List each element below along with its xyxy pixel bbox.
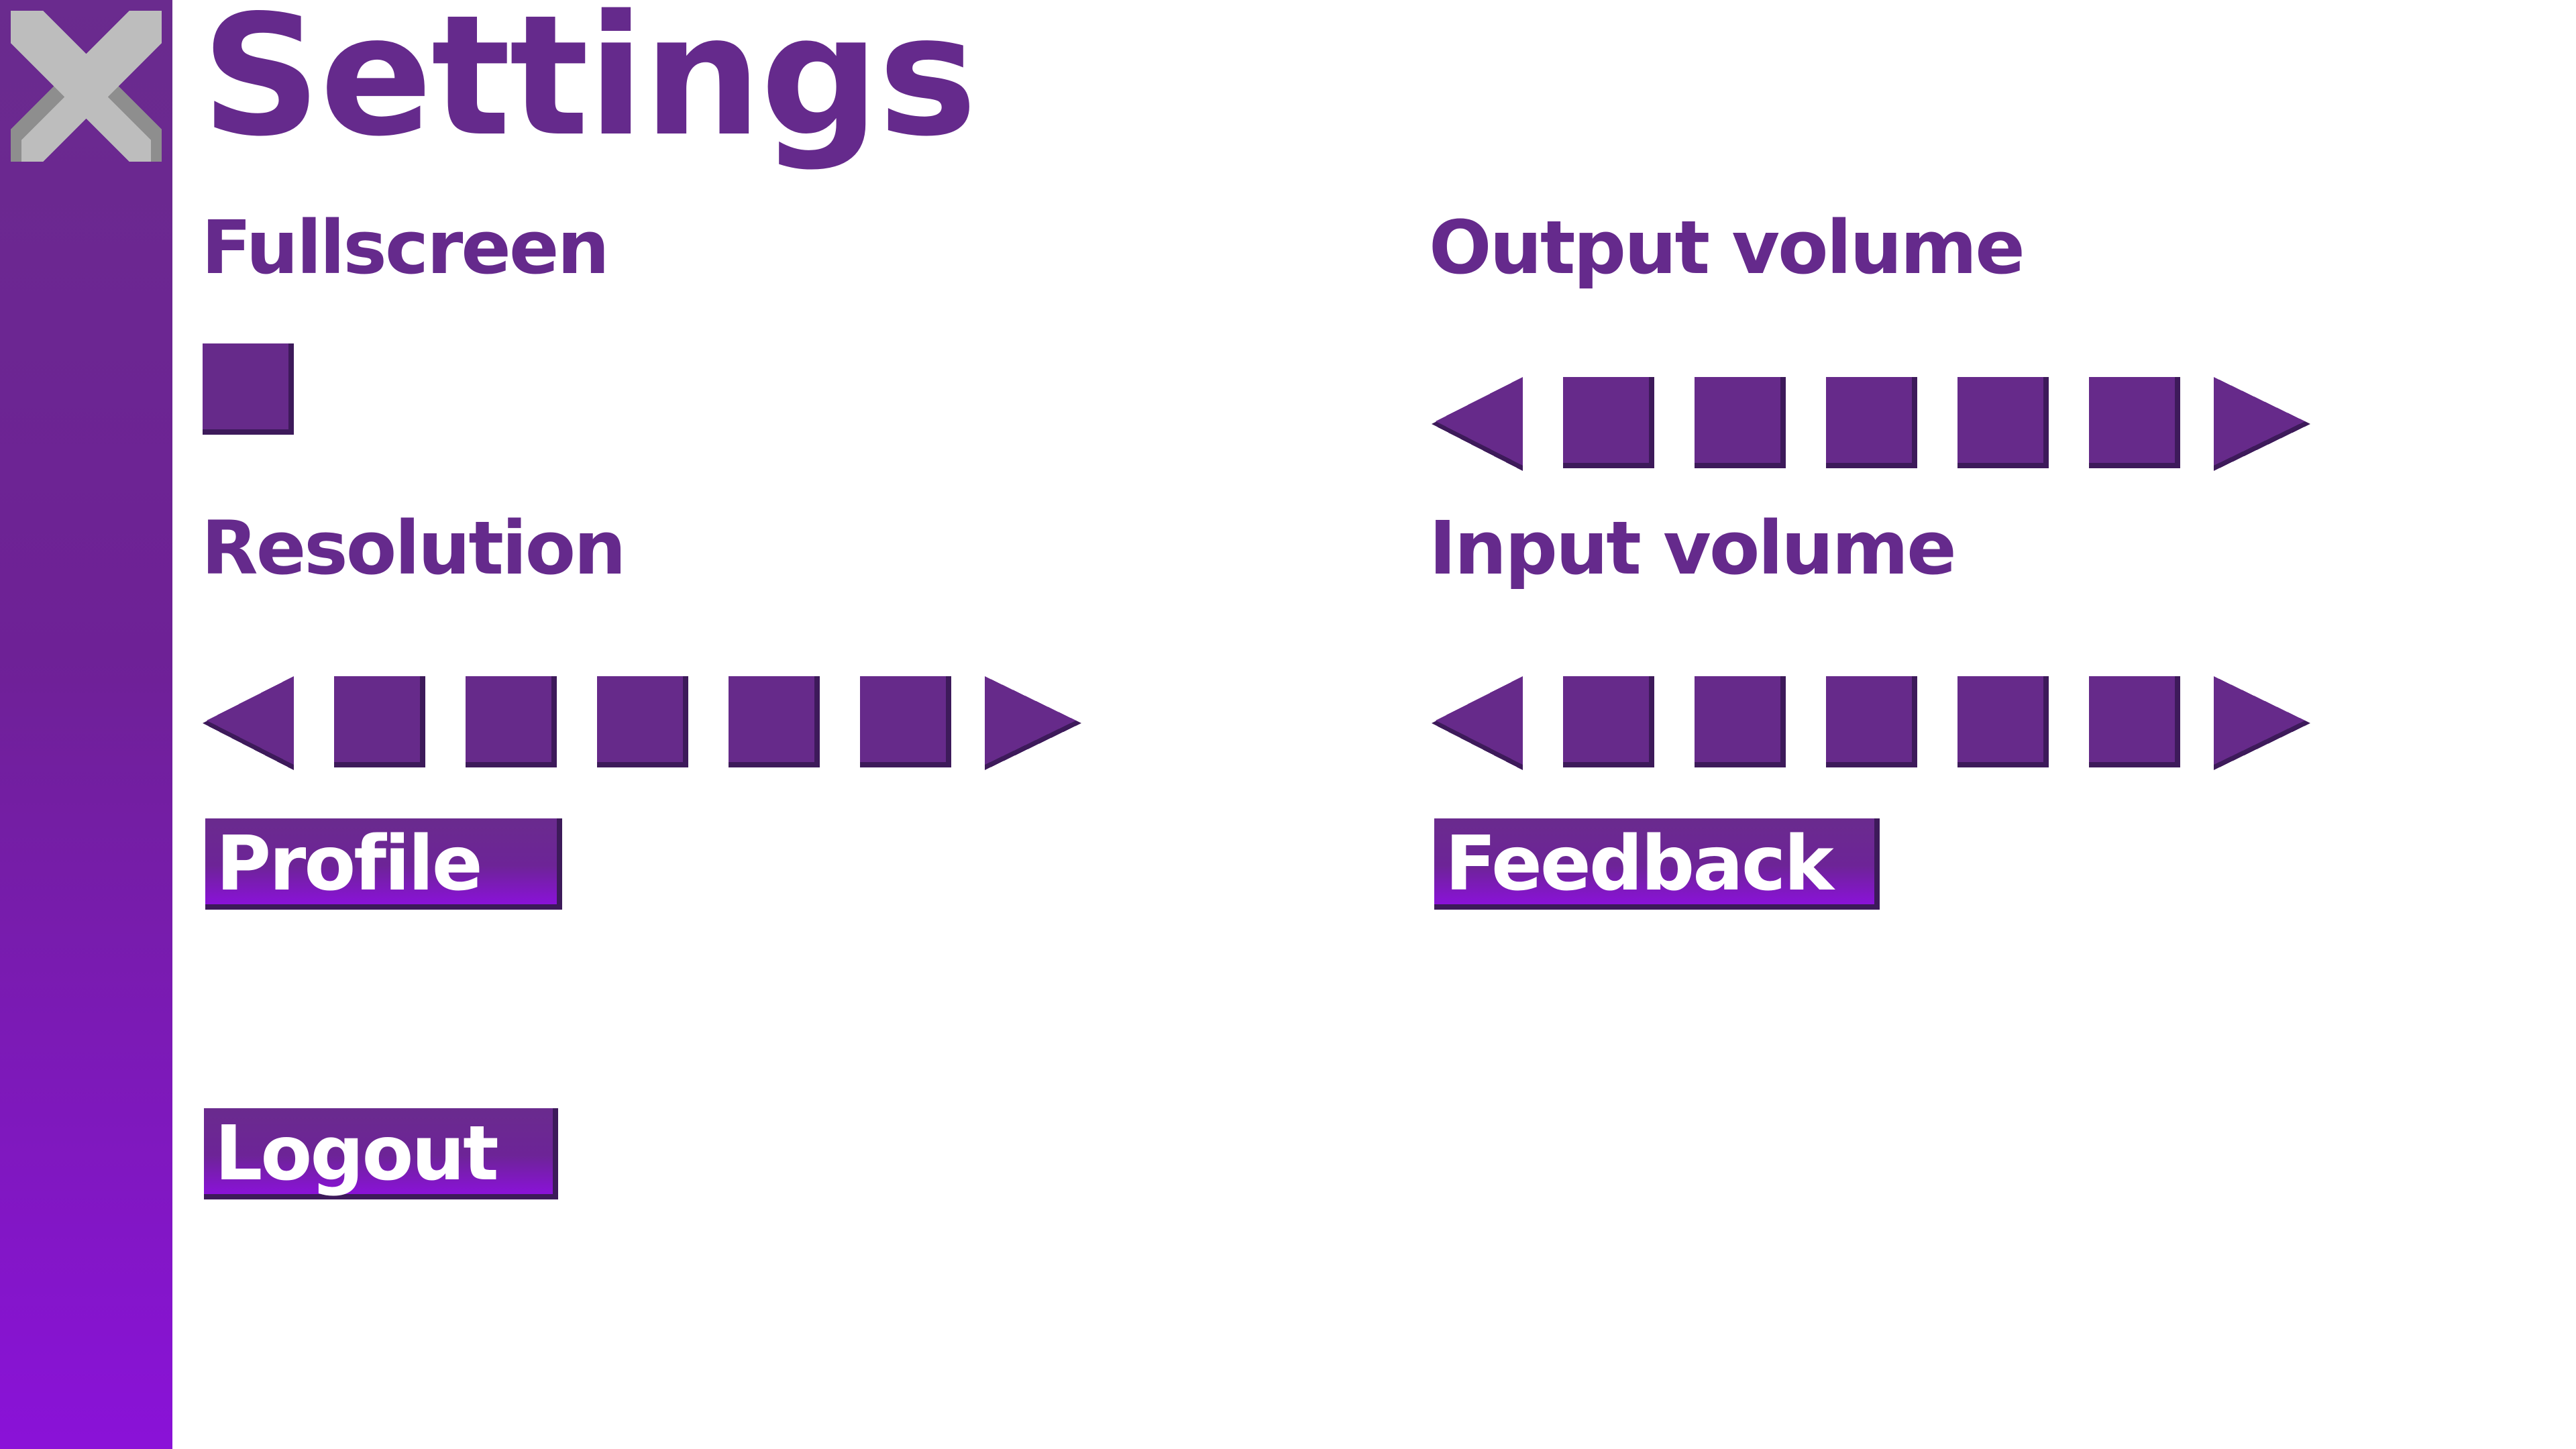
input-volume-segment-2[interactable] [1695, 676, 1786, 767]
input-volume-label: Input volume [1429, 505, 1957, 591]
resolution-increase-button[interactable] [985, 676, 1081, 770]
arrow-right-icon [985, 676, 1081, 770]
resolution-segment-1[interactable] [334, 676, 425, 767]
input-volume-decrease-button[interactable] [1432, 676, 1528, 770]
profile-button[interactable]: Profile [205, 818, 562, 910]
feedback-button[interactable]: Feedback [1434, 818, 1880, 910]
output-volume-segment-5[interactable] [2089, 377, 2180, 468]
resolution-decrease-button[interactable] [203, 676, 299, 770]
arrow-left-icon [203, 676, 294, 770]
output-volume-segment-1[interactable] [1563, 377, 1654, 468]
arrow-right-icon [2214, 676, 2310, 770]
resolution-stepper [203, 676, 1081, 770]
arrow-left-icon [1432, 676, 1523, 770]
logout-button[interactable]: Logout [204, 1108, 558, 1199]
close-button[interactable] [0, 0, 172, 172]
resolution-segment-2[interactable] [466, 676, 557, 767]
output-volume-decrease-button[interactable] [1432, 377, 1528, 471]
input-volume-segment-4[interactable] [1957, 676, 2049, 767]
sidebar [0, 0, 172, 1449]
arrow-left-icon [1432, 377, 1523, 471]
input-volume-segment-5[interactable] [2089, 676, 2180, 767]
output-volume-stepper [1432, 377, 2310, 471]
output-volume-segment-3[interactable] [1826, 377, 1917, 468]
arrow-right-icon [2214, 377, 2310, 471]
close-x-icon [11, 11, 162, 162]
fullscreen-checkbox[interactable] [203, 343, 294, 435]
input-volume-increase-button[interactable] [2214, 676, 2310, 770]
fullscreen-label: Fullscreen [201, 205, 610, 290]
output-volume-segment-4[interactable] [1957, 377, 2049, 468]
output-volume-label: Output volume [1429, 205, 2025, 290]
resolution-segment-4[interactable] [729, 676, 820, 767]
page-title: Settings [201, 0, 977, 173]
input-volume-segment-3[interactable] [1826, 676, 1917, 767]
output-volume-increase-button[interactable] [2214, 377, 2310, 471]
output-volume-segment-2[interactable] [1695, 377, 1786, 468]
input-volume-segment-1[interactable] [1563, 676, 1654, 767]
resolution-segment-3[interactable] [597, 676, 688, 767]
resolution-segment-5[interactable] [860, 676, 951, 767]
resolution-label: Resolution [201, 505, 627, 591]
input-volume-stepper [1432, 676, 2310, 770]
